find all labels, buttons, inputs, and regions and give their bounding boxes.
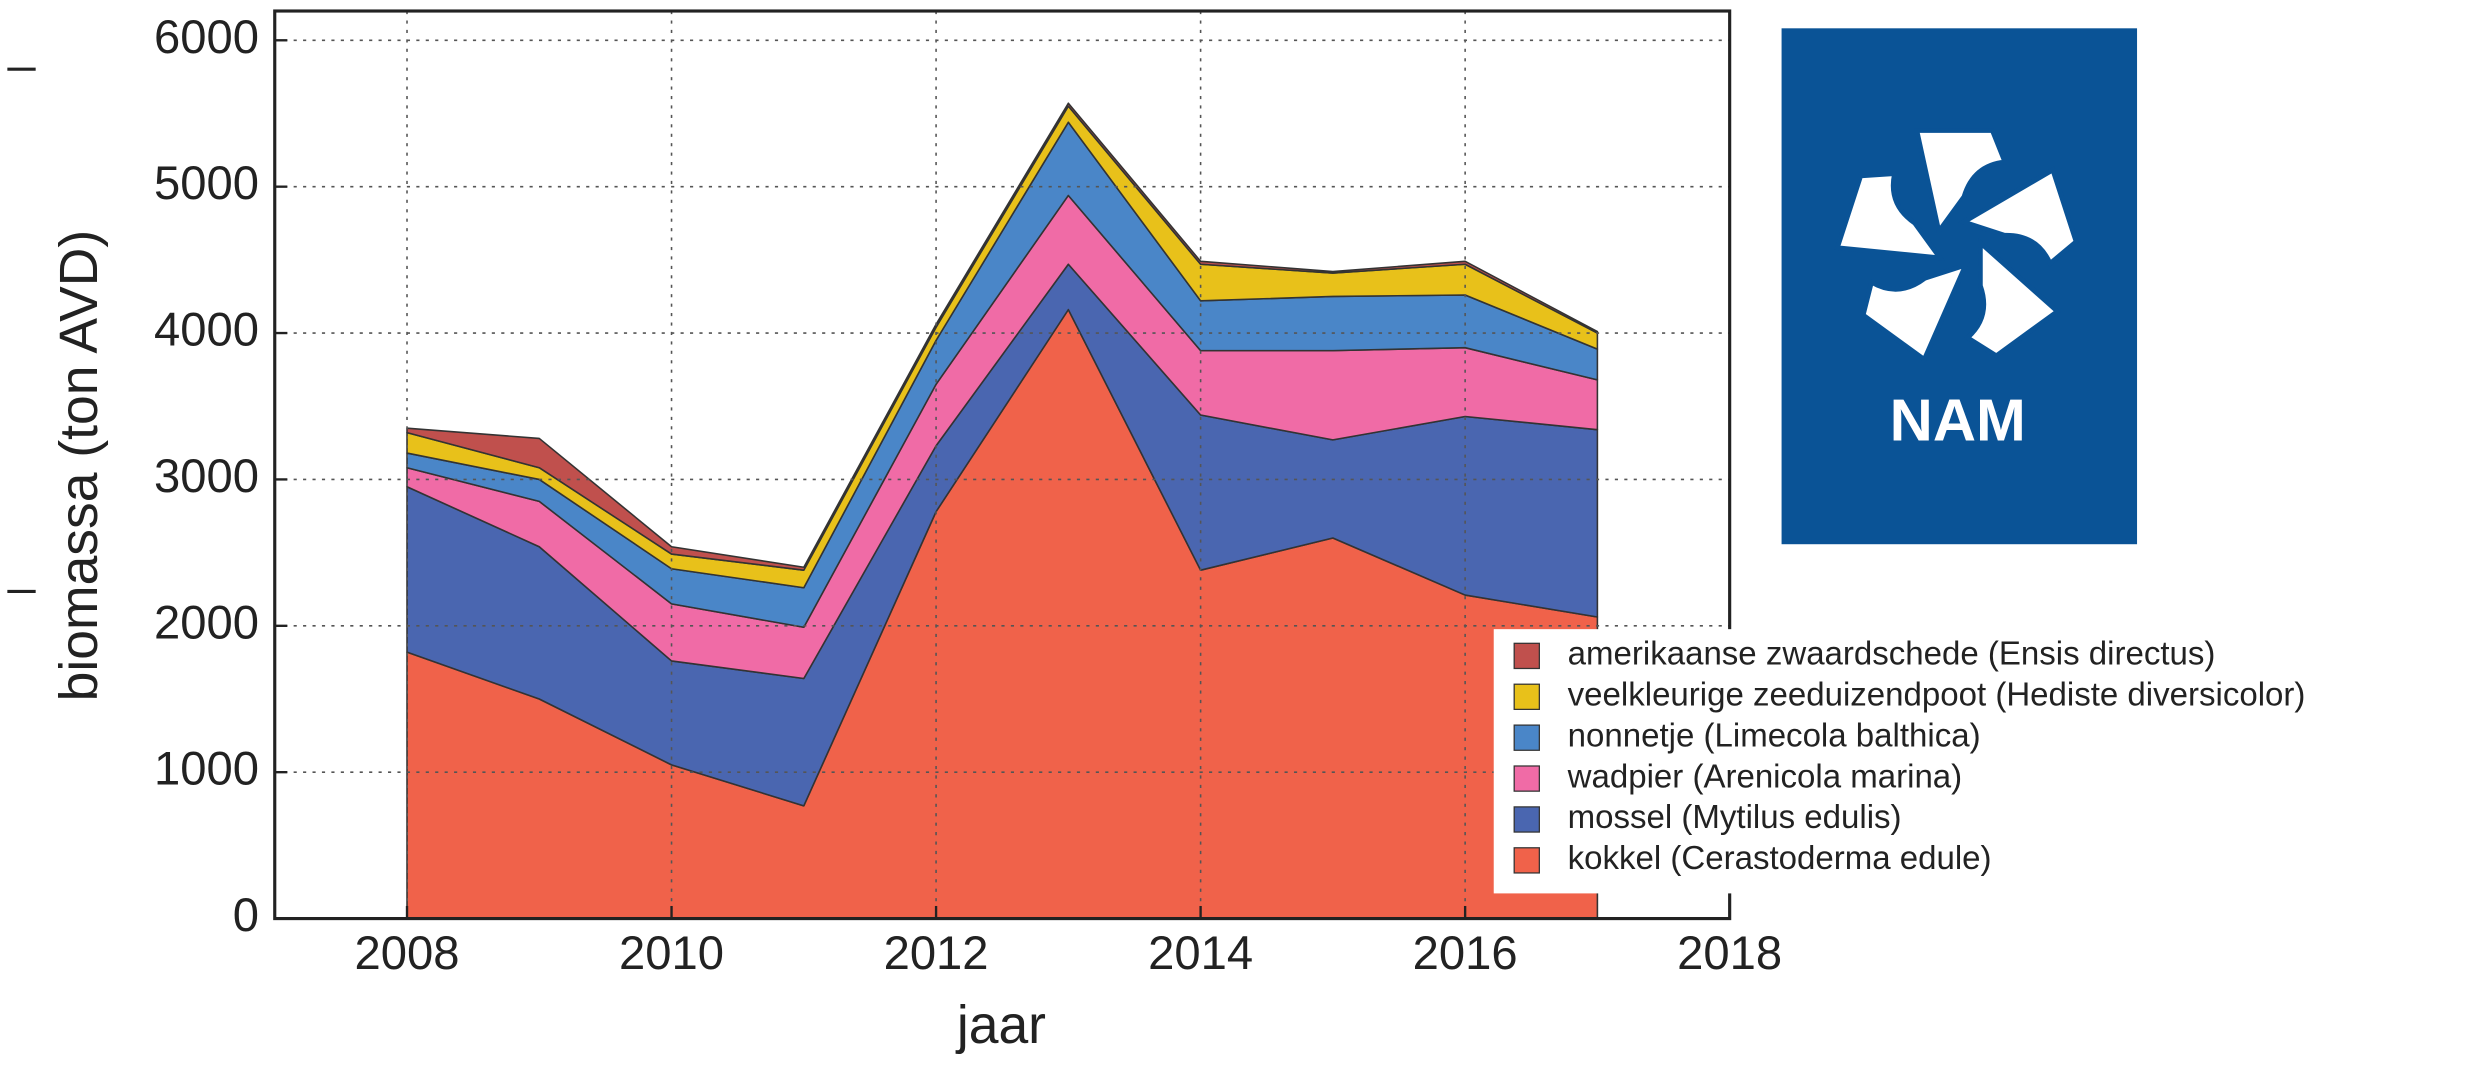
y-axis-label: biomassa (ton AVD) bbox=[50, 230, 109, 702]
legend-box bbox=[1493, 629, 2481, 894]
logo: NAM bbox=[1781, 28, 2138, 545]
x-tick-label: 2014 bbox=[1148, 926, 1253, 979]
legend-label: mossel (Mytilus edulis) bbox=[1568, 798, 1902, 835]
plot-frame bbox=[273, 9, 1732, 921]
y-tick-label: 4000 bbox=[154, 303, 259, 356]
x-axis-label: jaar bbox=[955, 996, 1046, 1055]
legend-label: kokkel (Cerastoderma edule) bbox=[1568, 839, 1992, 876]
x-tick-label: 2008 bbox=[355, 926, 460, 979]
legend-swatch bbox=[1513, 847, 1540, 874]
legend: amerikaanse zwaardschede (Ensis directus… bbox=[1493, 629, 2481, 894]
y-tick-label: 1000 bbox=[154, 742, 259, 795]
y-tick-label: 2000 bbox=[154, 595, 259, 648]
legend-swatch bbox=[1513, 724, 1540, 751]
x-tick-label: 2010 bbox=[619, 926, 724, 979]
y-tick-label: 0 bbox=[233, 888, 259, 941]
y-tick-label: 6000 bbox=[154, 10, 259, 63]
legend-label: veelkleurige zeeduizendpoot (Hediste div… bbox=[1568, 676, 2306, 713]
x-tick-label: 2016 bbox=[1413, 926, 1518, 979]
legend-label: amerikaanse zwaardschede (Ensis directus… bbox=[1568, 635, 2216, 672]
logo-background bbox=[1781, 28, 2138, 545]
legend-swatch bbox=[1513, 642, 1540, 670]
x-tick-label: 2018 bbox=[1677, 926, 1782, 979]
legend-swatch bbox=[1513, 683, 1540, 711]
logo-text: NAM bbox=[1890, 386, 2026, 453]
y-tick-label: 5000 bbox=[154, 156, 259, 209]
legend-swatch bbox=[1513, 765, 1540, 792]
y-tick-label: 3000 bbox=[154, 449, 259, 502]
legend-label: wadpier (Arenicola marina) bbox=[1567, 757, 1963, 794]
legend-label: nonnetje (Limecola balthica) bbox=[1568, 716, 1981, 753]
legend-swatch bbox=[1513, 806, 1540, 833]
logo-emblem bbox=[1834, 128, 2079, 364]
x-tick-label: 2012 bbox=[884, 926, 989, 979]
